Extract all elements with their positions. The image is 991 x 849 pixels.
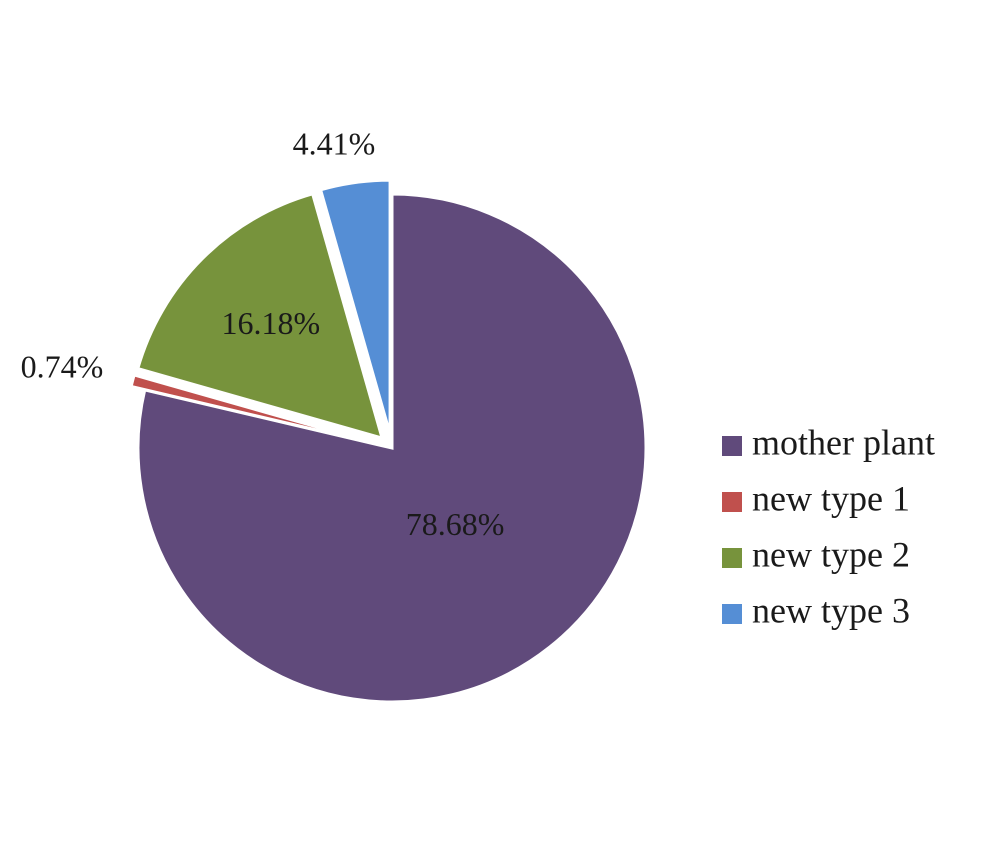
legend-swatch-new-type-3 <box>722 604 742 624</box>
pie-slices <box>129 178 648 704</box>
pie-slice-mother-plant <box>136 192 648 704</box>
legend-label-mother-plant: mother plant <box>752 422 935 462</box>
legend-item-new-type-3: new type 3 <box>722 590 910 630</box>
legend-label-new-type-3: new type 3 <box>752 590 910 630</box>
legend-swatch-new-type-1 <box>722 492 742 512</box>
data-label-new-type-2: 16.18% <box>221 305 320 341</box>
pie-data-labels: 78.68% 0.74% 16.18% 4.41% <box>21 125 505 542</box>
legend-swatch-new-type-2 <box>722 548 742 568</box>
data-label-new-type-3: 4.41% <box>293 125 376 161</box>
legend-item-new-type-1: new type 1 <box>722 478 910 518</box>
data-label-mother-plant: 78.68% <box>406 506 505 542</box>
legend: mother plant new type 1 new type 2 new type… <box>722 422 935 630</box>
pie-slice-new-type-1 <box>129 373 379 446</box>
data-label-new-type-1: 0.74% <box>21 348 104 384</box>
legend-label-new-type-2: new type 2 <box>752 534 910 574</box>
pie-slice-new-type-2 <box>135 191 385 441</box>
legend-item-new-type-2: new type 2 <box>722 534 910 574</box>
legend-item-mother-plant: mother plant <box>722 422 935 462</box>
legend-label-new-type-1: new type 1 <box>752 478 910 518</box>
legend-swatch-mother-plant <box>722 436 742 456</box>
pie-slice-new-type-3 <box>318 178 392 435</box>
